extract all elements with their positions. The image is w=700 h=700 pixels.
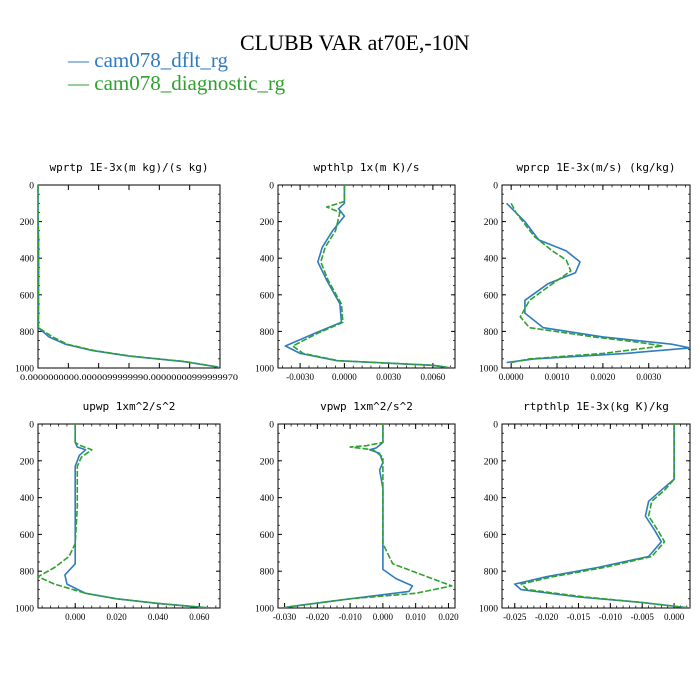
- x-tick-label: 0.040: [148, 612, 169, 622]
- y-tick-label: 600: [20, 531, 35, 541]
- series-line-dflt: [506, 202, 690, 364]
- x-tick-label: -0.010: [338, 612, 362, 622]
- x-tick-label: 0.0030: [376, 372, 401, 382]
- series-line-diagnostic: [291, 185, 453, 368]
- x-tick-label: -0.020: [535, 612, 559, 622]
- panel-title: upwp 1xm^2/s^2: [83, 400, 176, 413]
- y-tick-label: 800: [260, 568, 275, 578]
- series-line-diagnostic: [281, 424, 453, 608]
- y-tick-label: 200: [20, 457, 35, 467]
- y-tick-label: 0: [29, 182, 34, 192]
- x-tick-label: 0.020: [106, 612, 127, 622]
- y-tick-label: 1000: [15, 365, 34, 375]
- y-tick-label: 1000: [479, 605, 498, 615]
- panel-title: rtpthlp 1E-3x(kg K)/kg: [523, 400, 669, 413]
- x-tick-label: 0.0000: [332, 372, 357, 382]
- series-line-diagnostic: [510, 202, 664, 364]
- series-line-dflt: [284, 185, 453, 368]
- panel-title: wprtp 1E-3x(m kg)/(s kg): [50, 161, 209, 174]
- x-tick-label: -0.005: [631, 612, 655, 622]
- x-tick-label: 0.010: [406, 612, 427, 622]
- x-tick-label: -0.010: [599, 612, 623, 622]
- x-tick-label: 0.060: [189, 612, 210, 622]
- x-tick-label: 0.0000: [499, 372, 524, 382]
- y-tick-label: 800: [260, 328, 275, 338]
- y-tick-label: 600: [484, 291, 499, 301]
- y-tick-label: 0: [493, 182, 498, 192]
- series-line-diagnostic: [38, 185, 219, 368]
- y-tick-label: 200: [260, 457, 275, 467]
- y-tick-label: 600: [484, 531, 499, 541]
- x-tick-label: 0.020: [438, 612, 459, 622]
- panel-title: vpwp 1xm^2/s^2: [320, 400, 413, 413]
- x-tick-label: -0.030: [273, 612, 297, 622]
- y-tick-label: 200: [20, 218, 35, 228]
- y-tick-label: 200: [484, 218, 499, 228]
- series-line-dflt: [38, 185, 219, 368]
- series-line-dflt: [513, 424, 690, 608]
- y-tick-label: 800: [484, 328, 499, 338]
- panel-title: wpthlp 1x(m K)/s: [314, 161, 420, 174]
- x-tick-label: -0.015: [567, 612, 591, 622]
- plot-frame: [37, 184, 221, 369]
- plot-frame: [501, 184, 691, 369]
- y-tick-label: 0: [269, 182, 274, 192]
- panel-title: wprcp 1E-3x(m/s) (kg/kg): [517, 161, 676, 174]
- legend-entry-diagnostic: — cam078_diagnostic_rg: [68, 71, 286, 95]
- y-tick-label: 400: [20, 494, 35, 504]
- y-tick-label: 400: [260, 255, 275, 265]
- y-tick-label: 200: [484, 457, 499, 467]
- y-tick-label: 1000: [255, 365, 274, 375]
- y-tick-label: 400: [20, 255, 35, 265]
- y-tick-label: 0: [269, 421, 274, 431]
- series-line-diagnostic: [38, 424, 212, 608]
- plot-frame: [277, 423, 456, 609]
- y-tick-label: 400: [484, 494, 499, 504]
- series-line-dflt: [64, 424, 212, 608]
- y-tick-label: 600: [260, 531, 275, 541]
- figure-title: CLUBB VAR at70E,-10N: [240, 30, 470, 55]
- x-tick-label: 0.000: [373, 612, 394, 622]
- y-tick-label: 200: [260, 218, 275, 228]
- x-tick-label: -0.0030: [286, 372, 314, 382]
- x-tick-label: 0.0020: [591, 372, 616, 382]
- plot-frame: [37, 423, 221, 609]
- y-tick-label: 1000: [479, 365, 498, 375]
- y-tick-label: 1000: [255, 605, 274, 615]
- x-tick-label: 0.0010: [545, 372, 570, 382]
- x-tick-label: 0.0060: [421, 372, 446, 382]
- y-tick-label: 800: [20, 328, 35, 338]
- x-tick-label: 0.0030: [636, 372, 661, 382]
- y-tick-label: 600: [20, 291, 35, 301]
- legend-entry-dflt: — cam078_dflt_rg: [68, 48, 229, 72]
- x-tick-label: 0.000: [65, 612, 86, 622]
- y-tick-label: 1000: [15, 605, 34, 615]
- y-tick-label: 0: [493, 421, 498, 431]
- y-tick-label: 800: [484, 568, 499, 578]
- x-tick-label: 0.000: [664, 612, 685, 622]
- x-tick-label: -0.020: [306, 612, 330, 622]
- y-tick-label: 400: [260, 494, 275, 504]
- series-line-dflt: [281, 424, 414, 608]
- x-tick-labels: 0.0000000000.0000099999990.0000000099999…: [20, 372, 238, 382]
- y-tick-label: 400: [484, 255, 499, 265]
- y-tick-label: 600: [260, 291, 275, 301]
- y-tick-label: 0: [29, 421, 34, 431]
- x-tick-label: -0.025: [503, 612, 527, 622]
- y-tick-label: 800: [20, 568, 35, 578]
- series-line-diagnostic: [520, 424, 690, 608]
